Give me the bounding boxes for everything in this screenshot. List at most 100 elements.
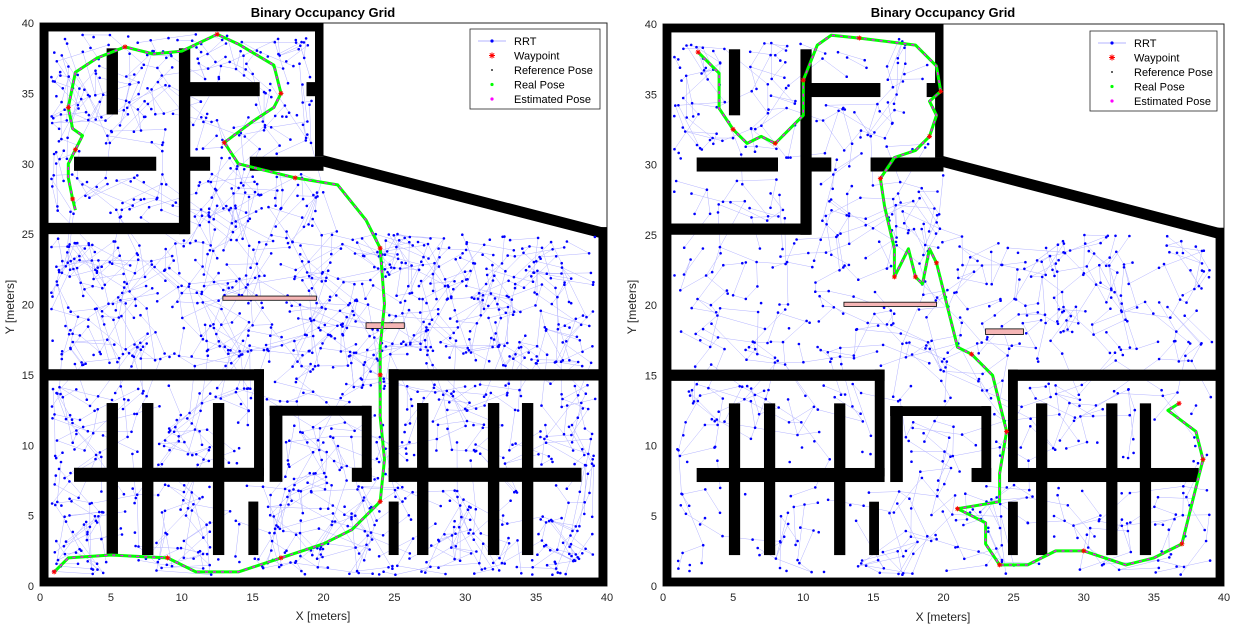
- rrt-node: [206, 348, 210, 352]
- rrt-node: [682, 47, 685, 51]
- rrt-node: [354, 514, 357, 517]
- rrt-node: [115, 179, 118, 182]
- rrt-node: [438, 255, 441, 259]
- rrt-node: [815, 119, 818, 123]
- rrt-node: [254, 210, 258, 213]
- rrt-node: [1184, 354, 1187, 358]
- rrt-node: [308, 317, 312, 320]
- rrt-node: [530, 275, 533, 278]
- rrt-node: [512, 310, 516, 314]
- rrt-node: [403, 430, 406, 434]
- rrt-node: [543, 437, 546, 441]
- rrt-node: [677, 104, 680, 107]
- rrt-node: [928, 347, 932, 351]
- rrt-node: [556, 548, 559, 551]
- rrt-node: [949, 396, 952, 400]
- rrt-node: [425, 362, 428, 365]
- rrt-node: [353, 429, 356, 433]
- rrt-node: [128, 83, 131, 86]
- rrt-node: [383, 384, 387, 388]
- rrt-node: [491, 568, 495, 571]
- rrt-node: [842, 149, 846, 152]
- rrt-node: [975, 342, 979, 345]
- rrt-node: [331, 520, 334, 523]
- rrt-node: [206, 354, 210, 358]
- wall-block: [696, 467, 885, 483]
- rrt-node: [215, 134, 218, 138]
- rrt-node: [821, 119, 825, 122]
- rrt-node: [433, 261, 436, 265]
- rrt-node: [787, 421, 791, 424]
- rrt-node: [1099, 281, 1102, 285]
- wall-block: [351, 467, 372, 482]
- rrt-node: [436, 312, 440, 316]
- rrt-node: [506, 305, 510, 309]
- rrt-node: [286, 459, 290, 462]
- waypoint-marker: [912, 274, 918, 280]
- rrt-node: [238, 312, 241, 315]
- rrt-node: [585, 315, 588, 319]
- rrt-node: [429, 345, 433, 349]
- rrt-node: [1165, 234, 1169, 238]
- rrt-node: [451, 394, 455, 398]
- rrt-node: [821, 219, 824, 222]
- rrt-node: [826, 351, 830, 354]
- rrt-node: [273, 380, 277, 384]
- rrt-node: [230, 361, 233, 365]
- rrt-node: [494, 321, 497, 324]
- rrt-node: [419, 348, 422, 352]
- rrt-node: [291, 365, 294, 368]
- rrt-node: [784, 86, 788, 90]
- rrt-node: [307, 289, 311, 293]
- rrt-node: [592, 454, 595, 458]
- rrt-node: [285, 230, 288, 233]
- rrt-node: [293, 424, 296, 428]
- rrt-node: [554, 567, 558, 570]
- rrt-node: [553, 560, 557, 564]
- rrt-node: [698, 146, 702, 150]
- rrt-node: [934, 533, 937, 537]
- rrt-node: [688, 394, 692, 397]
- rrt-node: [87, 118, 90, 122]
- rrt-node: [549, 276, 553, 280]
- rrt-node: [749, 437, 753, 441]
- rrt-node: [442, 237, 446, 240]
- legend-label: Reference Pose: [1134, 67, 1213, 79]
- rrt-node: [579, 323, 583, 327]
- rrt-node: [718, 486, 722, 490]
- waypoint-marker: [72, 147, 78, 153]
- rrt-node: [267, 349, 270, 353]
- rrt-node: [115, 208, 118, 212]
- rrt-node: [1043, 313, 1047, 317]
- rrt-node: [93, 250, 97, 254]
- rrt-node: [95, 269, 99, 273]
- rrt-node: [394, 495, 397, 499]
- rrt-node: [814, 290, 817, 294]
- rrt-node: [279, 263, 283, 266]
- rrt-node: [163, 509, 167, 513]
- rrt-node: [673, 55, 676, 59]
- rrt-node: [124, 302, 127, 305]
- rrt-node: [811, 265, 814, 269]
- rrt-node: [439, 504, 443, 508]
- rrt-node: [576, 416, 580, 420]
- wall-block: [971, 467, 992, 483]
- rrt-node: [240, 40, 244, 44]
- rrt-node: [544, 423, 547, 427]
- rrt-node: [422, 255, 425, 259]
- rrt-node: [713, 445, 717, 449]
- rrt-node: [142, 180, 146, 184]
- rrt-node: [694, 332, 697, 336]
- rrt-node: [452, 525, 456, 529]
- rrt-node: [235, 238, 238, 242]
- rrt-node: [194, 33, 198, 36]
- rrt-node: [143, 275, 147, 279]
- rrt-node: [586, 383, 589, 387]
- rrt-node: [69, 471, 72, 475]
- rrt-node: [773, 356, 777, 360]
- rrt-node: [162, 112, 166, 115]
- rrt-node: [885, 145, 888, 148]
- wall-block: [1215, 227, 1224, 586]
- rrt-node: [276, 525, 280, 529]
- rrt-node: [500, 424, 504, 427]
